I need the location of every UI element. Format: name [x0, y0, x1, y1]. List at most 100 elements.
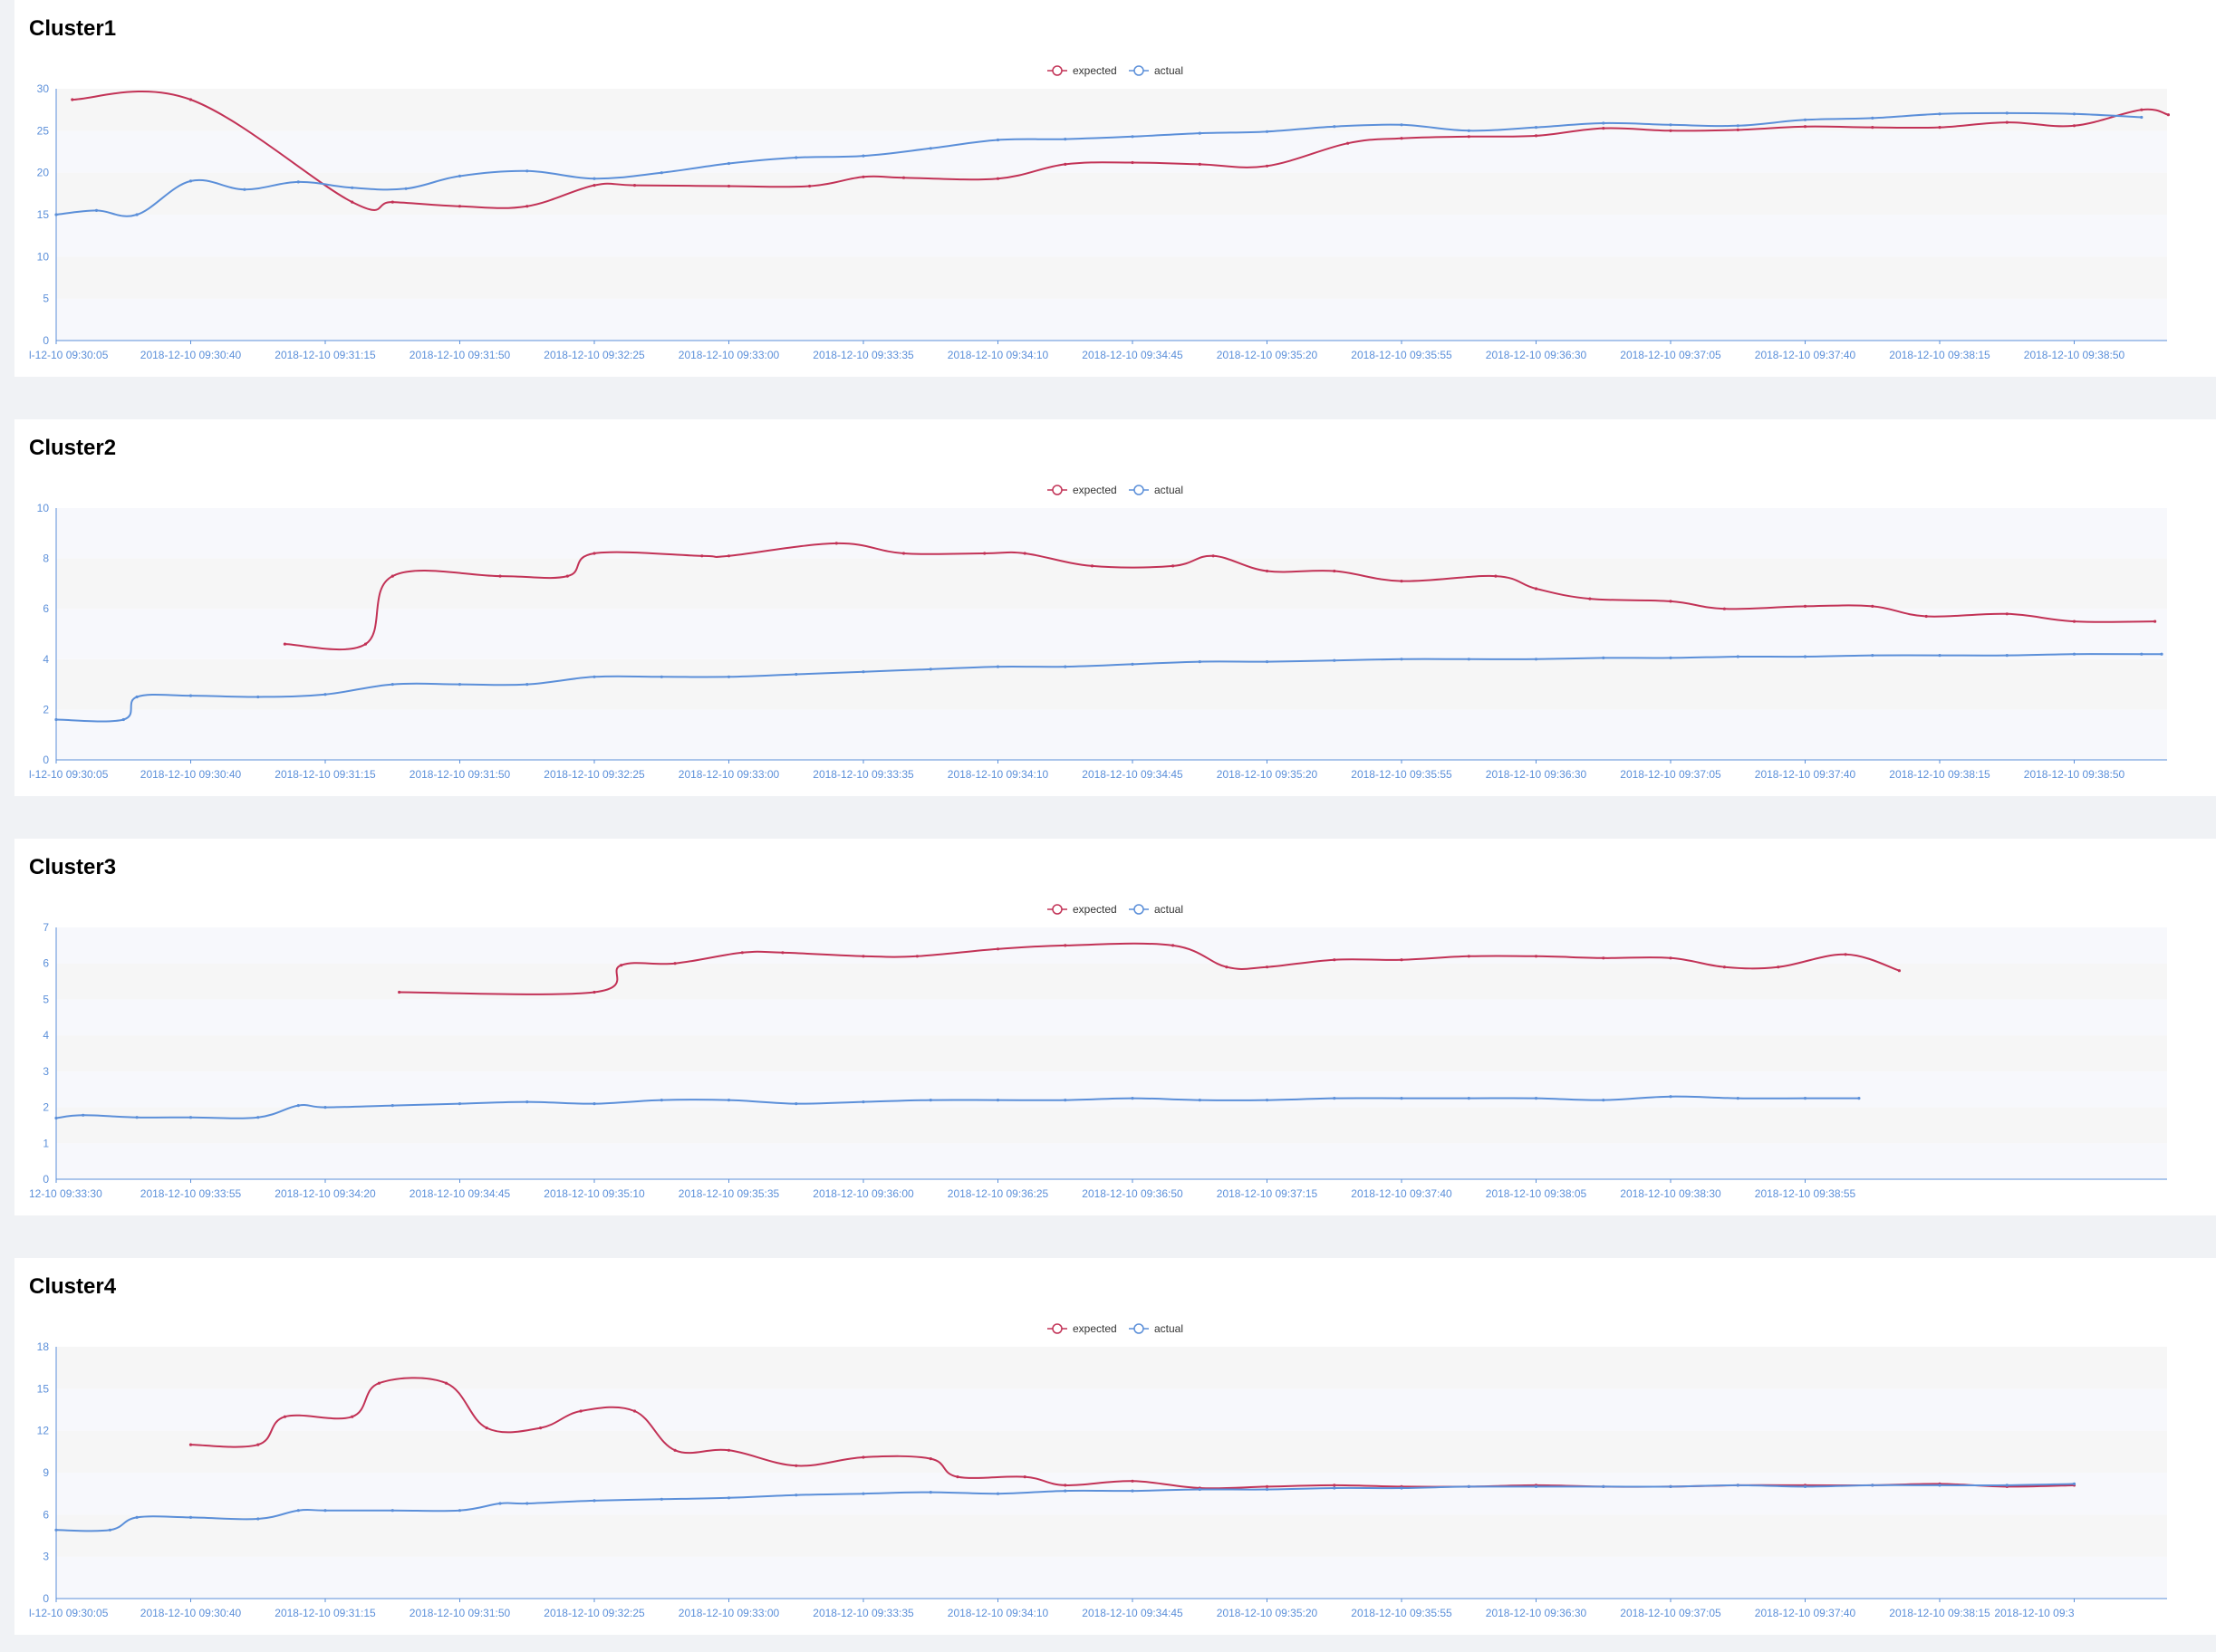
x-tick-label: 2018-12-10 09:33:00: [679, 768, 780, 781]
data-point: [1669, 657, 1672, 659]
data-point: [525, 1100, 528, 1103]
legend-marker: [1053, 485, 1062, 495]
x-tick-label: 2018-12-10 09:33:35: [813, 768, 914, 781]
x-tick-label: 2018-12-10 09:37:40: [1351, 1187, 1452, 1200]
data-point: [593, 991, 595, 994]
y-tick-label: 15: [37, 1382, 50, 1395]
data-point: [1804, 1485, 1807, 1488]
data-point: [1871, 654, 1874, 657]
grid-bands: [56, 927, 2167, 1179]
x-tick-label: 2018-12-10 09:36:30: [1486, 1607, 1587, 1619]
data-point: [256, 1444, 259, 1446]
grid-band: [56, 999, 2167, 1035]
data-point: [997, 947, 999, 950]
data-point: [1131, 135, 1133, 138]
y-tick-label: 30: [37, 82, 50, 95]
data-point: [1266, 130, 1268, 133]
data-point: [580, 1409, 583, 1412]
x-tick-label: 2018-12-10 09:33:00: [679, 1607, 780, 1619]
x-tick-label: 2018-12-10 09:38:15: [1889, 349, 1990, 361]
data-point: [1024, 1475, 1026, 1478]
data-point: [956, 1475, 959, 1478]
x-tick-label: 2018-12-10 09:30:40: [140, 349, 242, 361]
data-point: [1669, 956, 1672, 959]
data-point: [781, 951, 784, 954]
data-point: [1468, 955, 1470, 957]
x-tick-label: 2018-12-10 09:36:25: [948, 1187, 1049, 1200]
data-point: [1266, 165, 1268, 168]
data-point: [1669, 600, 1672, 602]
grid-band: [56, 1473, 2167, 1514]
data-point: [1602, 1485, 1604, 1488]
cluster-panel: Cluster1 0 5 10 15 20 25 30 l-12-10 09:30:05 201…: [14, 0, 2216, 377]
data-point: [930, 1457, 932, 1460]
data-point: [122, 718, 125, 721]
data-point: [498, 575, 501, 578]
data-point: [539, 1426, 542, 1429]
data-point: [1602, 956, 1604, 959]
data-point: [1588, 598, 1591, 600]
data-point: [525, 169, 528, 172]
data-point: [862, 1455, 864, 1458]
data-point: [364, 643, 367, 646]
y-tick-label: 6: [43, 957, 49, 970]
x-tick-label: 2018-12-10 09:34:10: [948, 1607, 1049, 1619]
data-point: [1602, 127, 1604, 130]
x-tick-label: 2018-12-10 09:33:55: [140, 1187, 242, 1200]
data-point: [2160, 653, 2163, 656]
grid-band: [56, 559, 2167, 610]
x-tick-label: 2018-12-10 09:37:05: [1620, 768, 1721, 781]
data-point: [1266, 965, 1268, 968]
data-point: [323, 693, 326, 696]
x-tick-label: 2018-12-10 09:35:10: [544, 1187, 645, 1200]
data-point: [1602, 657, 1604, 659]
grid-band: [56, 927, 2167, 964]
y-tick-label: 2: [43, 1101, 49, 1114]
data-point: [458, 1102, 461, 1105]
x-tick-label: l-12-10 09:30:05: [29, 349, 109, 361]
y-tick-label: 25: [37, 124, 50, 137]
data-point: [1064, 666, 1066, 668]
legend-marker: [1134, 485, 1143, 495]
data-point: [323, 1106, 326, 1109]
x-tick-label: 2018-12-10 09:36:30: [1486, 768, 1587, 781]
y-tick-label: 8: [43, 552, 49, 565]
data-point: [1669, 1095, 1672, 1098]
data-point: [1535, 1097, 1537, 1100]
data-point: [1199, 1488, 1201, 1491]
x-tick-label: 2018-12-10 09:34:45: [409, 1187, 511, 1200]
x-tick-label: 2018-12-10 09:31:15: [275, 349, 376, 361]
data-point: [997, 178, 999, 180]
data-point: [54, 1529, 57, 1532]
data-point: [997, 1099, 999, 1101]
data-point: [498, 1502, 501, 1504]
data-point: [1938, 112, 1941, 115]
data-point: [1171, 944, 1174, 946]
data-point: [1225, 965, 1228, 968]
y-axis-ticks: 01234567: [43, 921, 49, 1186]
data-point: [593, 1499, 595, 1502]
data-point: [458, 683, 461, 686]
data-point: [2006, 654, 2009, 657]
data-point: [566, 575, 569, 578]
grid-band: [56, 659, 2167, 710]
data-point: [727, 1496, 730, 1499]
data-point: [525, 205, 528, 207]
data-point: [674, 1449, 677, 1452]
data-point: [795, 1465, 797, 1467]
data-point: [1333, 1484, 1335, 1486]
data-point: [1199, 1099, 1201, 1101]
y-tick-label: 20: [37, 167, 50, 179]
data-point: [1845, 953, 1847, 956]
y-axis-ticks: 051015202530: [37, 82, 50, 347]
data-point: [633, 184, 636, 187]
y-tick-label: 5: [43, 993, 49, 1005]
y-tick-label: 10: [37, 250, 50, 263]
data-point: [997, 666, 999, 668]
data-point: [1131, 1490, 1133, 1493]
data-point: [620, 964, 622, 966]
data-point: [1804, 605, 1807, 608]
data-point: [1266, 1099, 1268, 1101]
data-point: [1871, 117, 1874, 120]
data-point: [256, 696, 259, 698]
